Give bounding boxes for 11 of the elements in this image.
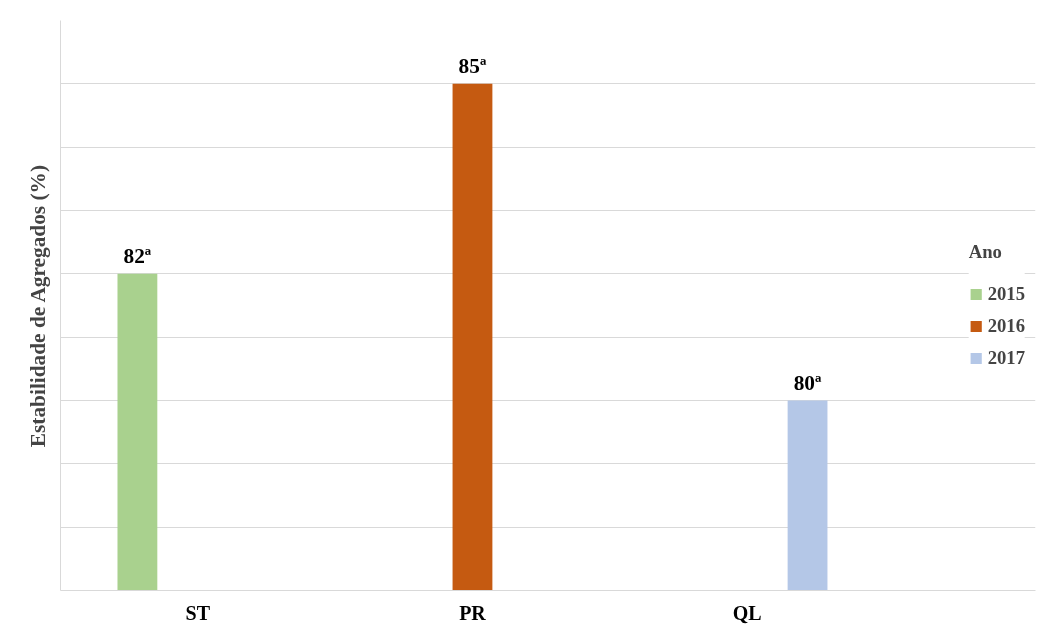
x-tick-label: ST: [185, 601, 211, 624]
y-axis-title: Estabilidade de Agregados (%): [25, 164, 50, 448]
x-tick-label: PR: [459, 601, 487, 624]
data-label: 80ª: [793, 370, 823, 395]
legend-title: Ano: [968, 241, 1003, 263]
data-label: 85ª: [458, 53, 487, 78]
x-tick-label: QL: [732, 601, 762, 624]
legend-label: 2017: [987, 347, 1025, 369]
legend-label: 2016: [987, 315, 1025, 337]
data-label: 82ª: [123, 243, 152, 268]
legend-label: 2015: [987, 283, 1025, 305]
